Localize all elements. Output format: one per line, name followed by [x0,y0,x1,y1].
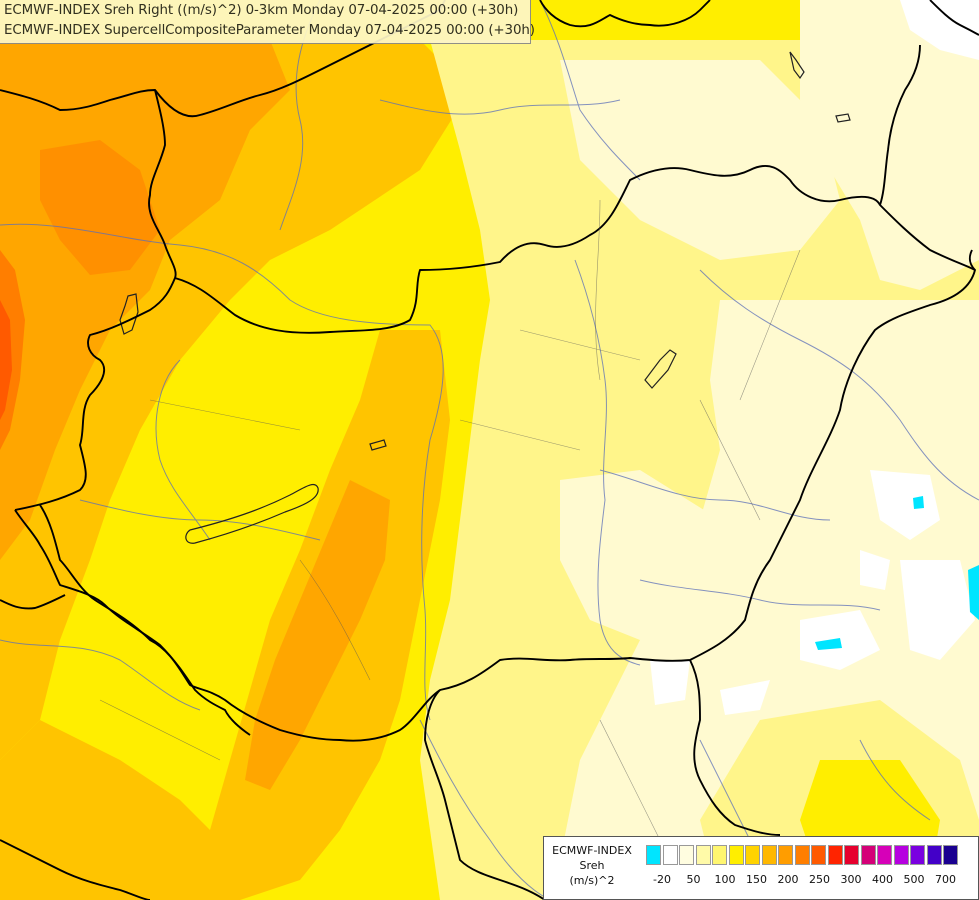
border-romania-north [968,249,976,271]
border-austria-west [0,89,177,511]
lake-small-2 [644,349,677,389]
legend-swatch [860,845,876,865]
field-white-patch-5 [650,660,690,705]
legend-swatch [679,845,694,865]
legend-swatch [761,845,777,865]
field-very-light-mid [560,470,720,640]
legend-swatch [893,845,909,865]
legend-unit: (m/s)^2 [569,874,615,887]
field-orange-south [0,720,240,900]
legend-tick-label: 200 [777,873,799,886]
border-croatia [14,509,251,736]
border-serbia [424,689,546,900]
legend-labels: ECMWF-INDEX Sreh (m/s)^2 [546,843,638,888]
legend-tick-label: 300 [840,873,862,886]
legend-tick-label: 400 [872,873,893,886]
legend-swatch [778,845,793,865]
border-hungary [39,164,976,742]
border-east-edge [929,0,979,36]
field-orange-tongue-core [245,480,390,790]
legend-swatch [662,845,678,865]
legend-swatch [827,845,843,865]
field-cyan-patch-3 [913,496,924,509]
field-red-core-edge [0,300,12,420]
legend-swatch [910,845,925,865]
title-line-1: ECMWF-INDEX Sreh Right ((m/s)^2) 0-3km M… [4,3,519,18]
legend-swatch [712,845,727,865]
field-white-patch-6 [720,680,770,715]
color-legend: ECMWF-INDEX Sreh (m/s)^2 -20 50 100 150 200 2… [543,836,979,900]
legend-swatch [844,845,859,865]
field-cyan-patch-1 [968,565,979,620]
lakes [119,51,851,544]
legend-tick-label: 500 [903,873,925,886]
legend-swatch [926,845,942,865]
border-romania-south [689,659,781,836]
legend-tick-label: 150 [746,873,767,886]
field-white-patch-3 [900,560,975,660]
legend-tick-label: 50 [686,873,701,886]
field-white-patch-2 [860,550,890,590]
field-white-patch-7 [900,0,979,60]
legend-swatch [794,845,810,865]
border-north-sk [539,0,711,28]
border-bosnia [0,839,151,900]
legend-swatch [646,845,661,865]
field-dark-orange-west [40,140,160,275]
lake-small-ne [835,113,851,123]
field-white-patch-1 [870,470,940,540]
legend-swatch [877,845,892,865]
legend-tick-label: 700 [935,873,956,886]
regional-borders [99,199,801,841]
legend-swatch [745,845,760,865]
legend-ticks: -20 50 100 150 200 250 300 400 500 700 [642,873,972,889]
lake-balaton [185,483,319,544]
legend-tick-label: 100 [714,873,736,886]
lake-small-1 [369,439,387,451]
title-line-2: ECMWF-INDEX SupercellCompositeParameter … [4,23,535,38]
legend-swatch [811,845,826,865]
border-slovakia-east [879,44,921,206]
legend-tick-label: -20 [653,873,671,886]
legend-tick-label: 250 [809,873,830,886]
field-very-light-north [560,60,840,260]
legend-swatch [943,845,958,865]
legend-swatch [728,845,744,865]
legend-variable: Sreh [579,859,605,872]
legend-model: ECMWF-INDEX [552,844,632,857]
title-box: ECMWF-INDEX Sreh Right ((m/s)^2) 0-3km M… [0,0,535,44]
field-cyan-patch-2 [815,638,842,650]
legend-swatch [695,845,711,865]
border-slovenia [0,594,66,610]
lake-small-ne2 [789,51,805,80]
field-light-band-central [590,260,700,420]
lake-neusiedl [119,293,139,335]
